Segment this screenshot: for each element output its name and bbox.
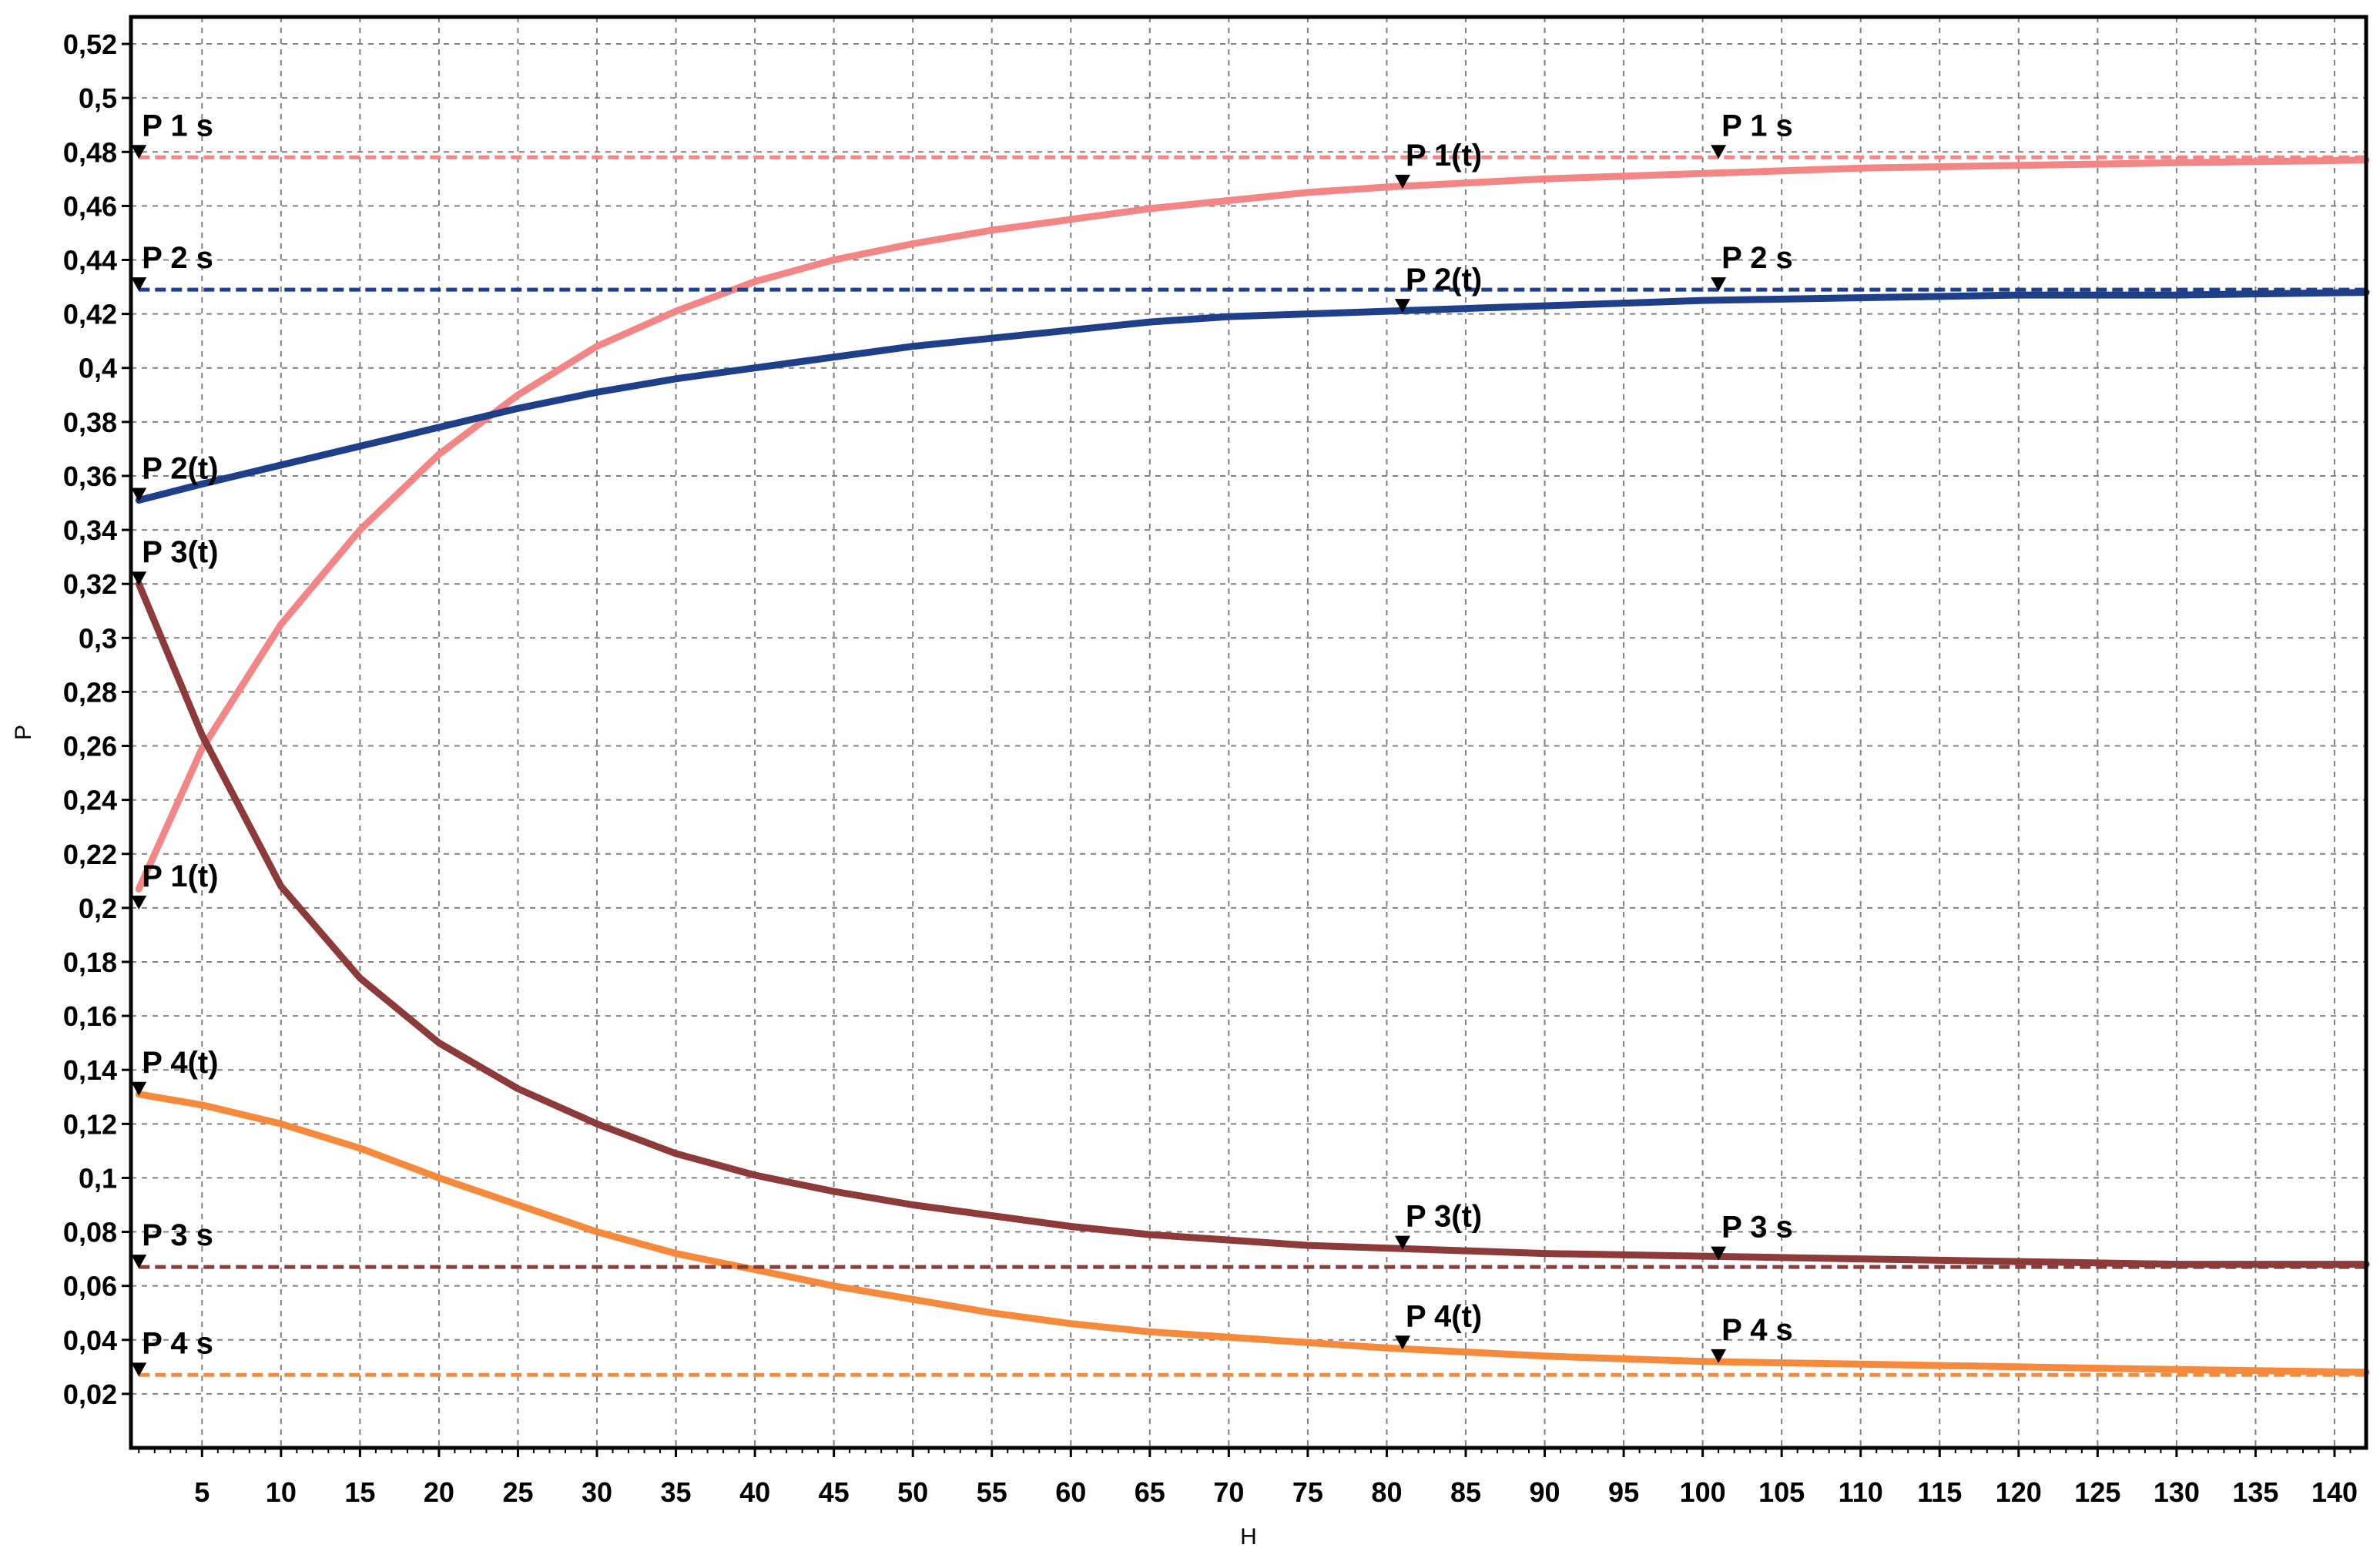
marker-triangle — [1711, 1246, 1727, 1261]
series-p-4-t — [135, 1091, 2370, 1376]
y-tick-label: 0,32 — [63, 568, 117, 600]
x-tick-label: 135 — [2232, 1476, 2278, 1508]
x-tick-label: 75 — [1292, 1476, 1323, 1508]
marker-triangle — [131, 488, 147, 502]
x-tick-label: 95 — [1608, 1476, 1639, 1508]
marker-triangle — [131, 145, 147, 159]
x-tick-label: 45 — [819, 1476, 850, 1508]
marker-label: P 4 s — [1721, 1313, 1793, 1347]
y-tick-label: 0,26 — [63, 731, 117, 762]
y-tick-label: 0,42 — [63, 299, 117, 330]
marker-triangle — [131, 1255, 147, 1269]
y-tick-label: 0,5 — [79, 82, 117, 114]
axis-ticks: 5 10 15 20 25 30 35 40 45 50 55 60 65 70 75 80 85 90 95 100… — [63, 28, 2358, 1508]
x-axis-title: H — [1240, 1524, 1257, 1550]
y-tick-label: 0,14 — [63, 1054, 117, 1086]
x-tick-label: 20 — [424, 1476, 454, 1508]
y-tick-label: 0,44 — [63, 245, 117, 276]
marker-label: P 2 s — [142, 241, 213, 275]
marker-label: P 2 s — [1721, 241, 1793, 275]
y-tick-label: 0,3 — [79, 622, 117, 654]
x-tick-label: 80 — [1371, 1476, 1402, 1508]
series-p-1-t — [135, 156, 2370, 893]
marker-triangle — [131, 1081, 147, 1096]
marker-label: P 3(t) — [1406, 1200, 1482, 1234]
x-tick-label: 110 — [1839, 1476, 1883, 1508]
plot-frame — [129, 15, 2368, 1450]
x-tick-label: 70 — [1213, 1476, 1244, 1508]
grid — [131, 17, 2366, 1448]
x-tick-label: 115 — [1917, 1476, 1962, 1508]
marker-label: P 2(t) — [142, 452, 218, 486]
series-p-2-t — [135, 289, 2370, 504]
series-markers: P 1 s P 2 s P 2(t) P 3(t) P 1(t) P 4(t) P 3 s P… — [131, 109, 1793, 1377]
y-tick-label: 0,08 — [63, 1217, 117, 1248]
y-tick-label: 0,02 — [63, 1379, 117, 1410]
x-tick-label: 130 — [2154, 1476, 2200, 1508]
x-tick-label: 25 — [502, 1476, 533, 1508]
y-tick-label: 0,2 — [79, 893, 117, 924]
x-tick-label: 5 — [194, 1476, 210, 1508]
y-tick-label: 0,36 — [63, 461, 117, 492]
y-tick-label: 0,46 — [63, 190, 117, 222]
series-p-3-t — [135, 580, 2370, 1268]
x-tick-label: 125 — [2074, 1476, 2120, 1508]
x-tick-label: 40 — [739, 1476, 770, 1508]
x-tick-label: 85 — [1450, 1476, 1481, 1508]
y-tick-label: 0,12 — [63, 1108, 117, 1140]
y-tick-label: 0,28 — [63, 676, 117, 708]
y-tick-label: 0,18 — [63, 947, 117, 978]
marker-label: P 3 s — [142, 1218, 213, 1252]
x-tick-label: 30 — [582, 1476, 612, 1508]
marker-triangle — [131, 571, 147, 586]
y-tick-label: 0,22 — [63, 839, 117, 870]
marker-triangle — [1711, 1349, 1727, 1363]
x-tick-label: 10 — [266, 1476, 297, 1508]
marker-triangle — [131, 277, 147, 292]
x-tick-label: 100 — [1680, 1476, 1726, 1508]
marker-label: P 4(t) — [1406, 1299, 1482, 1333]
marker-triangle — [1711, 145, 1727, 159]
y-tick-label: 0,06 — [63, 1271, 117, 1302]
marker-label: P 1 s — [1721, 109, 1793, 142]
marker-label: P 4 s — [142, 1326, 213, 1360]
y-tick-label: 0,16 — [63, 1000, 117, 1032]
marker-triangle — [1394, 1235, 1410, 1250]
x-tick-label: 140 — [2311, 1476, 2358, 1508]
x-tick-label: 55 — [977, 1476, 1007, 1508]
x-tick-label: 105 — [1758, 1476, 1805, 1508]
marker-label: P 1(t) — [142, 859, 218, 893]
x-tick-label: 60 — [1055, 1476, 1086, 1508]
x-tick-label: 15 — [344, 1476, 375, 1508]
y-tick-label: 0,34 — [63, 514, 117, 546]
marker-triangle — [1394, 1335, 1410, 1350]
y-tick-label: 0,4 — [79, 353, 117, 384]
y-tick-label: 0,24 — [63, 785, 117, 816]
series-lines — [135, 155, 2370, 1377]
marker-label: P 2(t) — [1406, 263, 1482, 297]
marker-label: P 3 s — [1721, 1211, 1793, 1245]
marker-label: P 1(t) — [1406, 139, 1482, 173]
marker-triangle — [131, 895, 147, 910]
marker-label: P 4(t) — [142, 1046, 218, 1080]
y-axis-title: P — [11, 725, 36, 740]
x-tick-label: 35 — [661, 1476, 692, 1508]
y-tick-label: 0,52 — [63, 28, 117, 60]
x-tick-label: 50 — [897, 1476, 928, 1508]
y-tick-label: 0,38 — [63, 407, 117, 438]
marker-label: P 3(t) — [142, 535, 218, 569]
marker-label: P 1 s — [142, 109, 213, 142]
marker-triangle — [1394, 174, 1410, 189]
marker-triangle — [1711, 277, 1727, 292]
y-tick-label: 0,04 — [63, 1325, 117, 1356]
marker-triangle — [131, 1362, 147, 1377]
x-tick-label: 120 — [1996, 1476, 2042, 1508]
x-tick-label: 90 — [1530, 1476, 1560, 1508]
y-tick-label: 0,1 — [79, 1162, 117, 1194]
marker-triangle — [1394, 299, 1410, 313]
x-tick-label: 65 — [1135, 1476, 1165, 1508]
y-tick-label: 0,48 — [63, 136, 117, 168]
